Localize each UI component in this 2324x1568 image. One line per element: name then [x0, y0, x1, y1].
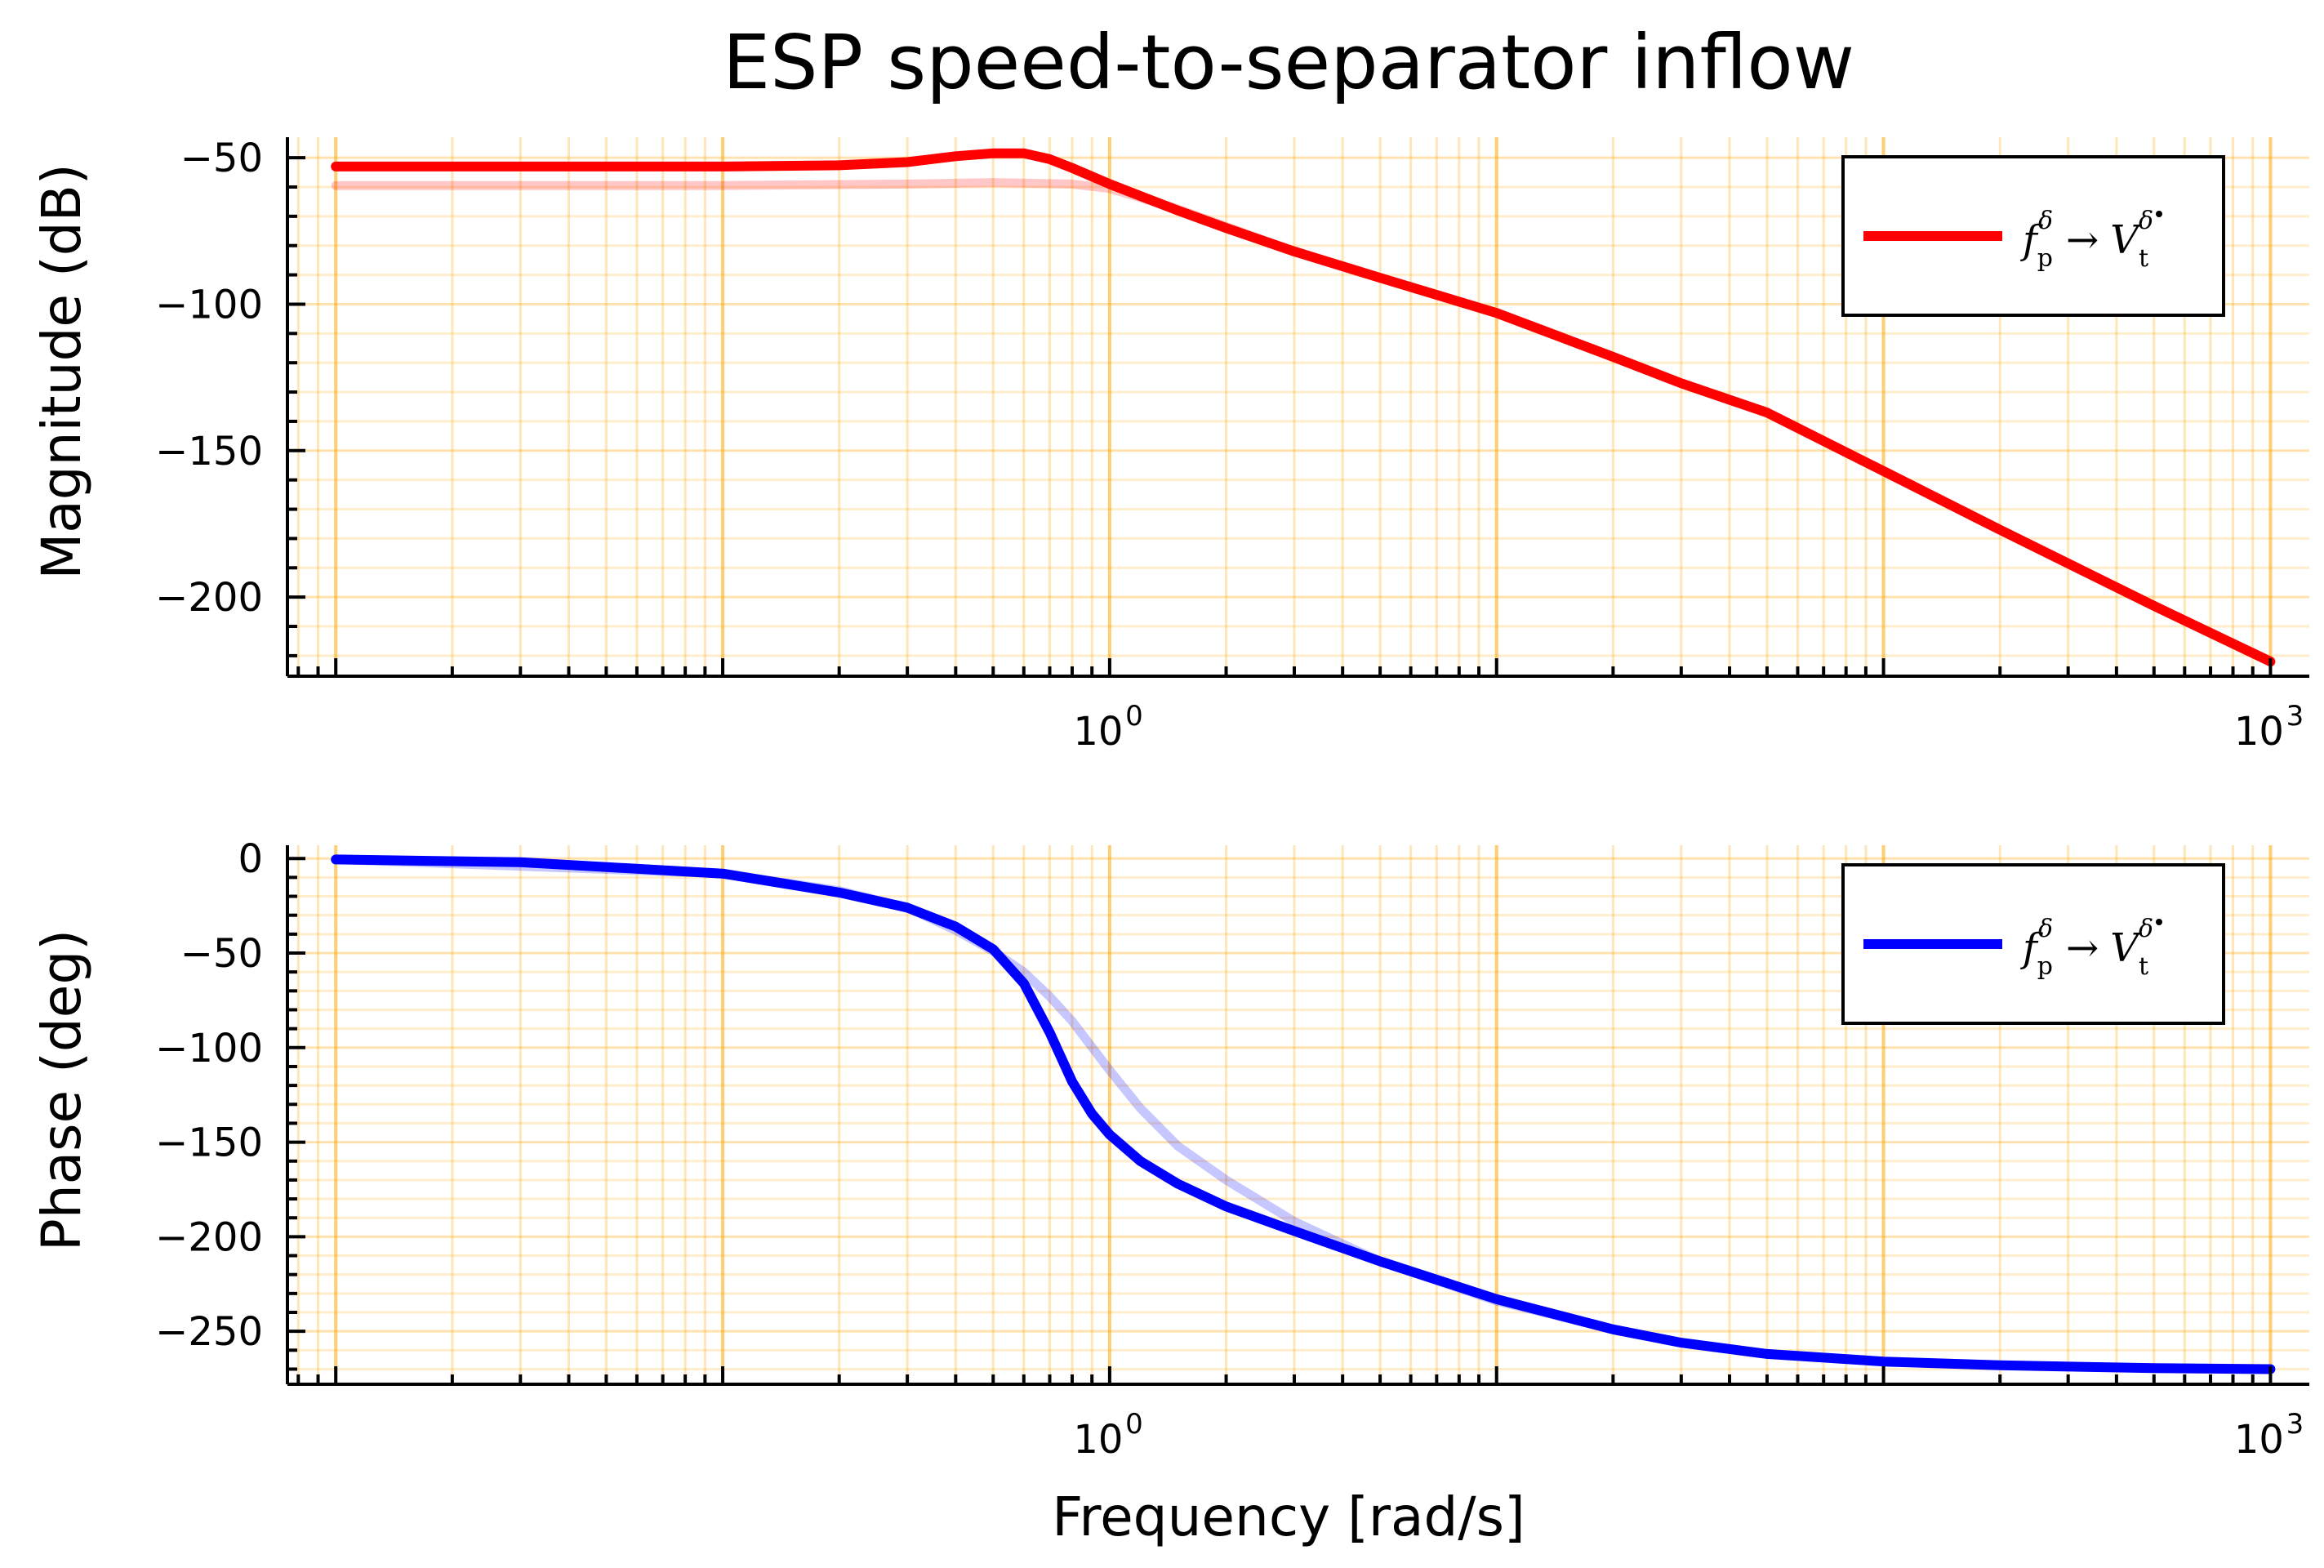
- y-tick-label: 0: [238, 836, 263, 882]
- x-tick-label-exponent: 0: [1125, 700, 1143, 733]
- y-tick-label: −100: [155, 282, 263, 327]
- legend-dot-accent: [2156, 919, 2162, 925]
- y-tick-label: −100: [155, 1026, 263, 1071]
- series-line: [331, 854, 2276, 1374]
- y-tick-label: −200: [155, 1214, 263, 1260]
- legend-dot-accent: [2156, 211, 2162, 217]
- y-tick-label: −200: [155, 575, 263, 621]
- y-tick-label: −50: [180, 931, 263, 977]
- y-tick-label: −150: [155, 429, 263, 474]
- x-tick-label: 10: [2234, 1417, 2284, 1463]
- x-tick-label: 10: [1073, 1417, 1123, 1463]
- phase-y-axis-label: Phase (deg): [30, 929, 93, 1251]
- x-tick-label-exponent: 3: [2286, 700, 2304, 733]
- y-tick-label: −150: [155, 1120, 263, 1166]
- y-tick-label: −50: [180, 136, 263, 181]
- x-tick-label-exponent: 0: [1125, 1408, 1143, 1441]
- x-tick-label: 10: [1073, 709, 1123, 755]
- x-tick-label-exponent: 3: [2286, 1408, 2304, 1441]
- series-line-faint: [331, 178, 1502, 318]
- chart-title: ESP speed-to-separator inflow: [723, 19, 1854, 106]
- series-line-faint: [331, 854, 1618, 1334]
- magnitude-y-axis-label: Magnitude (dB): [30, 163, 93, 579]
- legend-label: fpδ → Vtδ: [2020, 915, 2153, 981]
- series-line: [331, 148, 2276, 667]
- x-tick-label: 10: [2234, 709, 2284, 755]
- x-axis-label: Frequency [rad/s]: [1052, 1486, 1525, 1548]
- y-tick-label: −250: [155, 1309, 263, 1355]
